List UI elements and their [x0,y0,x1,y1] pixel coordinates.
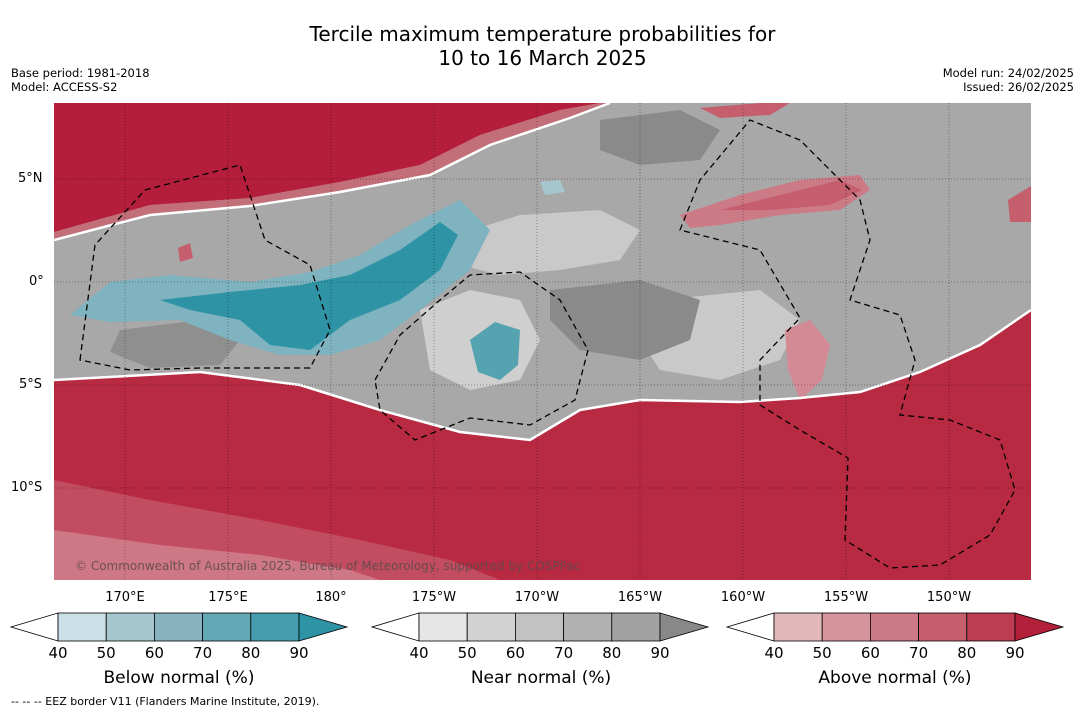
colorbar-segment [57,612,107,642]
lon-label: 150°W [926,590,972,605]
lon-label: 165°W [617,590,663,605]
above-top-blob [700,103,790,118]
colorbar-below-normal [10,612,349,642]
above-east-blob [1008,186,1031,222]
boundary-south [54,308,1031,442]
colorbar-tick-label: 40 [764,644,784,662]
north-above-edge [54,103,610,240]
title-line-2: 10 to 16 March 2025 [438,46,647,70]
colorbar-tick-label: 50 [457,644,477,662]
north-above-region [54,103,600,232]
colorbar-segment [773,612,823,642]
copyright-notice: © Commonwealth of Australia 2025, Bureau… [75,559,581,573]
colorbar-tick-label: 70 [909,644,929,662]
colorbar-above-normal [726,612,1065,642]
near-normal-dark-3 [110,320,240,368]
colorbar-tick-label: 70 [193,644,213,662]
title-line-1: Tercile maximum temperature probabilitie… [309,22,776,46]
colorbar-title-near: Near normal (%) [470,668,612,688]
colorbar-tick-label: 80 [602,644,622,662]
colorbar-tick-label: 40 [48,644,68,662]
lat-label: 0° [29,274,44,289]
lon-label: 170°E [105,590,145,605]
map-title: Tercile maximum temperature probabilitie… [0,22,1085,70]
below-normal-small [470,322,520,380]
colorbar-segment [611,612,661,642]
colorbar-segment [202,612,252,642]
colorbar-title-below: Below normal (%) [103,668,255,688]
map-field [54,103,1031,580]
colorbar-segment [966,612,1016,642]
above-small-blob [178,243,193,262]
colorbar-extend-high [1014,612,1065,642]
lat-label: 5°N [18,171,43,186]
colorbar-segment [250,612,300,642]
lon-label: 155°W [823,590,869,605]
above-central-south-blob [785,320,830,400]
colorbar-title-above: Above normal (%) [818,668,972,688]
colorbar-extend-low [726,612,775,642]
colorbar-segment [514,612,564,642]
below-normal-speck [540,180,565,195]
issued-date: Issued: 26/02/2025 [963,80,1074,94]
south-above-region [54,310,1031,580]
colorbar-tick-label: 40 [409,644,429,662]
south-above-light2 [54,530,380,580]
colorbar-tick-label: 60 [144,644,164,662]
lon-label: 160°W [720,590,766,605]
colorbar-segment [466,612,516,642]
model-name: Model: ACCESS-S2 [11,80,118,94]
above-northeast-core [720,180,862,210]
colorbar-tick-label: 60 [860,644,880,662]
colorbar-tick-label: 60 [505,644,525,662]
colorbar-segment [153,612,203,642]
colorbar-extend-low [371,612,420,642]
lon-label: 170°W [514,590,560,605]
graticule [54,103,1031,580]
meta-right: Model run: 24/02/2025 Issued: 26/02/2025 [943,66,1074,94]
colorbar-segment [821,612,871,642]
lon-label: 180° [315,590,347,605]
below-normal-core [160,222,458,350]
model-run: Model run: 24/02/2025 [942,66,1074,80]
eez-borders [79,119,1016,569]
colorbar-tick-label: 70 [554,644,574,662]
colorbar-tick-label: 90 [1005,644,1025,662]
boundary-north [54,103,611,242]
colorbar-near-normal [371,612,710,642]
near-normal-dark-1 [550,280,700,360]
colorbar-segment [105,612,155,642]
below-normal-main [70,200,490,355]
colorbar-tick-label: 90 [650,644,670,662]
lat-label: 10°S [11,480,43,495]
colorbar-tick-label: 50 [96,644,116,662]
near-normal-light-1 [440,210,640,275]
meta-left: Base period: 1981-2018 Model: ACCESS-S2 [11,66,150,94]
colorbar-tick-label: 90 [289,644,309,662]
colorbar-tick-label: 80 [957,644,977,662]
colorbar-segment [869,612,919,642]
colorbar-extend-high [298,612,349,642]
colorbar-tick-label: 80 [241,644,261,662]
colorbar-segment [418,612,468,642]
colorbar-segment [918,612,968,642]
colorbar-extend-high [659,612,710,642]
base-period: Base period: 1981-2018 [11,66,150,80]
lon-label: 175°E [208,590,248,605]
colorbar-tick-label: 50 [812,644,832,662]
lon-label: 175°W [411,590,457,605]
lat-label: 5°S [19,377,43,392]
eez-footnote: -- -- -- EEZ border V11 (Flanders Marine… [11,695,320,708]
colorbar-extend-low [10,612,59,642]
colorbar-segment [563,612,613,642]
near-normal-dark-2 [600,110,720,165]
